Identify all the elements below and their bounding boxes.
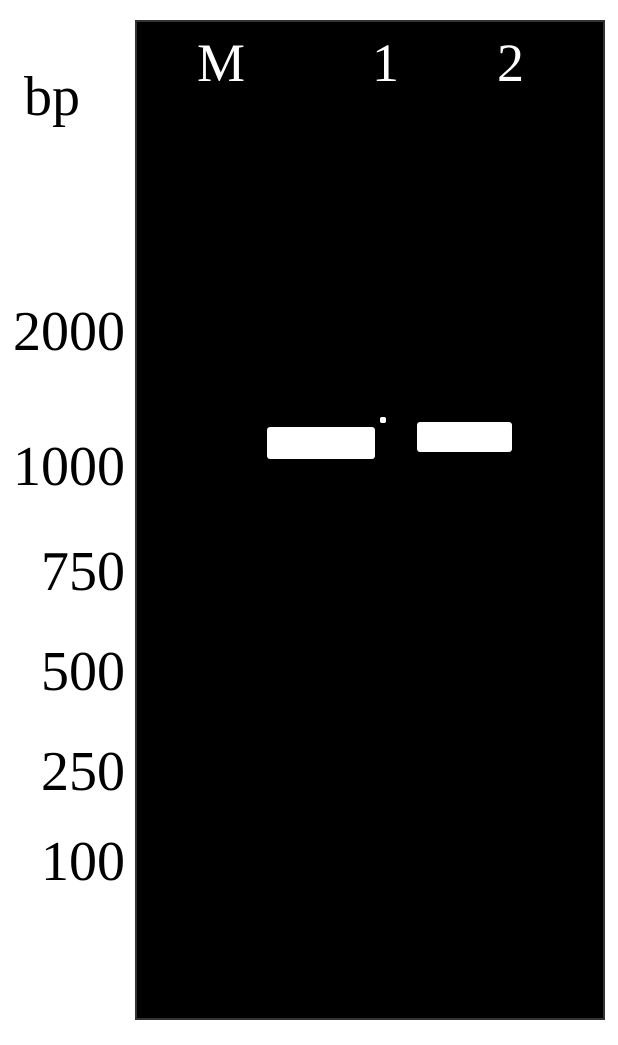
marker-tick-750: 750 xyxy=(0,540,125,604)
lane-label-marker: M xyxy=(197,32,245,94)
marker-tick-1000: 1000 xyxy=(0,435,125,499)
marker-tick-250: 250 xyxy=(0,740,125,804)
band-lane1 xyxy=(267,427,375,459)
gel-image: M 1 2 xyxy=(135,20,605,1020)
bp-unit-label: bp xyxy=(0,65,80,129)
marker-tick-2000: 2000 xyxy=(0,300,125,364)
band-lane2 xyxy=(417,422,512,452)
marker-tick-100: 100 xyxy=(0,830,125,894)
band-lane1-speck xyxy=(380,417,386,423)
lane-label-1: 1 xyxy=(372,32,399,94)
lane-label-2: 2 xyxy=(497,32,524,94)
marker-tick-500: 500 xyxy=(0,640,125,704)
